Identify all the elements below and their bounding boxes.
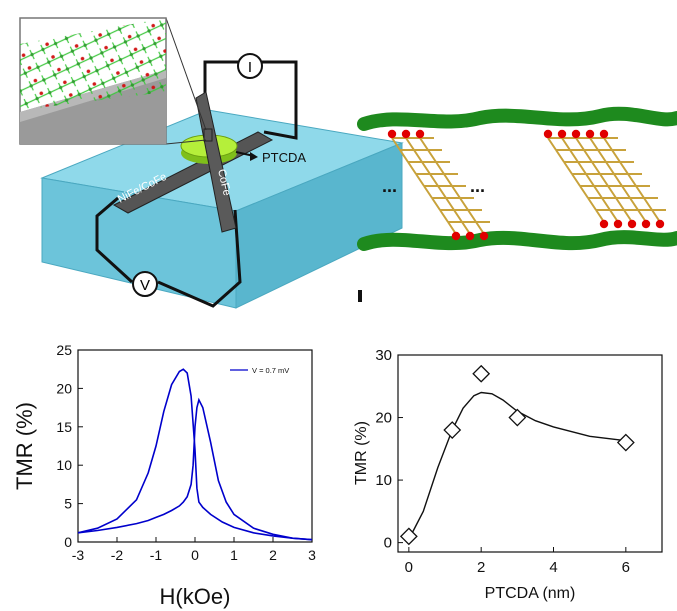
chart-d-xtick-label: 4: [549, 559, 557, 576]
chart-c-xtick-label: 1: [230, 547, 238, 563]
chart-d-point: [399, 527, 418, 546]
chart-c-legend: V = 0.7 mV: [230, 366, 289, 375]
tmr-vs-thickness-chart: 0 2 4 6 0 10 20 30 PTCDA (nm) TMR (%): [353, 347, 663, 602]
chart-c-xlabel: H(kOe): [160, 584, 231, 609]
chart-c-legend-label: V = 0.7 mV: [252, 366, 289, 375]
chart-d-ytick-label: 20: [375, 410, 392, 427]
molecule-inset: [19, 17, 167, 145]
current-meter-label: I: [248, 59, 252, 76]
top-electrode: [195, 91, 237, 233]
chart-d-xtick-label: 2: [477, 559, 485, 576]
tmr-vs-field-chart: -3 -2 -1 0 1 2 3 0 5 10 15 20 25 V = 0.7 mV H(kOe) T…: [12, 342, 316, 609]
bottom-green-layer: [357, 230, 677, 251]
chart-c-ylabel: TMR (%): [12, 402, 37, 490]
chart-c-xtick-label: 2: [269, 547, 277, 563]
ellipsis-right: ...: [470, 176, 485, 196]
chart-c-ytick-label: 20: [56, 380, 72, 396]
ellipsis-left: ...: [382, 176, 397, 196]
chart-c-xtick-label: 0: [191, 547, 199, 563]
current-meter: I: [237, 53, 263, 79]
chart-d-xlabel: PTCDA (nm): [485, 585, 576, 602]
chart-d-point: [508, 408, 527, 427]
chart-c-xtick-label: -1: [150, 547, 163, 563]
chart-c-ytick-label: 5: [64, 496, 72, 512]
voltage-meter: V: [132, 271, 158, 297]
chart-d-xtick-label: 6: [622, 559, 630, 576]
chart-c-xtick-label: -2: [111, 547, 124, 563]
chart-c-ytick-label: 25: [56, 342, 72, 358]
chart-d-ylabel: TMR (%): [353, 421, 370, 485]
chart-d-xtick-label: 0: [405, 559, 413, 576]
chart-c-ytick-label: 0: [64, 534, 72, 550]
chart-d-point: [472, 364, 491, 383]
top-green-layer: [357, 106, 677, 131]
chart-d-point: [616, 433, 635, 452]
chart-d-frame: [397, 354, 663, 553]
chart-c-ytick-label: 15: [56, 419, 72, 435]
chart-d-ytick-label: 30: [375, 347, 392, 364]
cofe-label: CoFe: [215, 168, 233, 197]
chart-c-xtick-label: -3: [72, 547, 85, 563]
chart-c-ytick-label: 10: [56, 457, 72, 473]
chart-d-fit-line: [408, 391, 626, 540]
molecule-stack-left: [387, 129, 490, 241]
ptcda-label: PTCDA: [262, 150, 306, 165]
chart-c-series-line: [77, 368, 313, 541]
device-schematic: I V NiFe/CoFe CoFe PTCDA: [19, 17, 404, 309]
chart-c-series-line: [77, 397, 313, 541]
junction-schematic: ... ...: [357, 106, 677, 302]
voltage-meter-label: V: [140, 277, 150, 294]
chart-c-xtick-label: 3: [308, 547, 316, 563]
chart-d-point: [443, 421, 462, 439]
chart-d-ytick-label: 10: [375, 472, 392, 489]
substrate-side: [235, 142, 403, 309]
chart-d-ytick-label: 0: [384, 535, 392, 552]
molecule-stack-right: [543, 129, 666, 229]
